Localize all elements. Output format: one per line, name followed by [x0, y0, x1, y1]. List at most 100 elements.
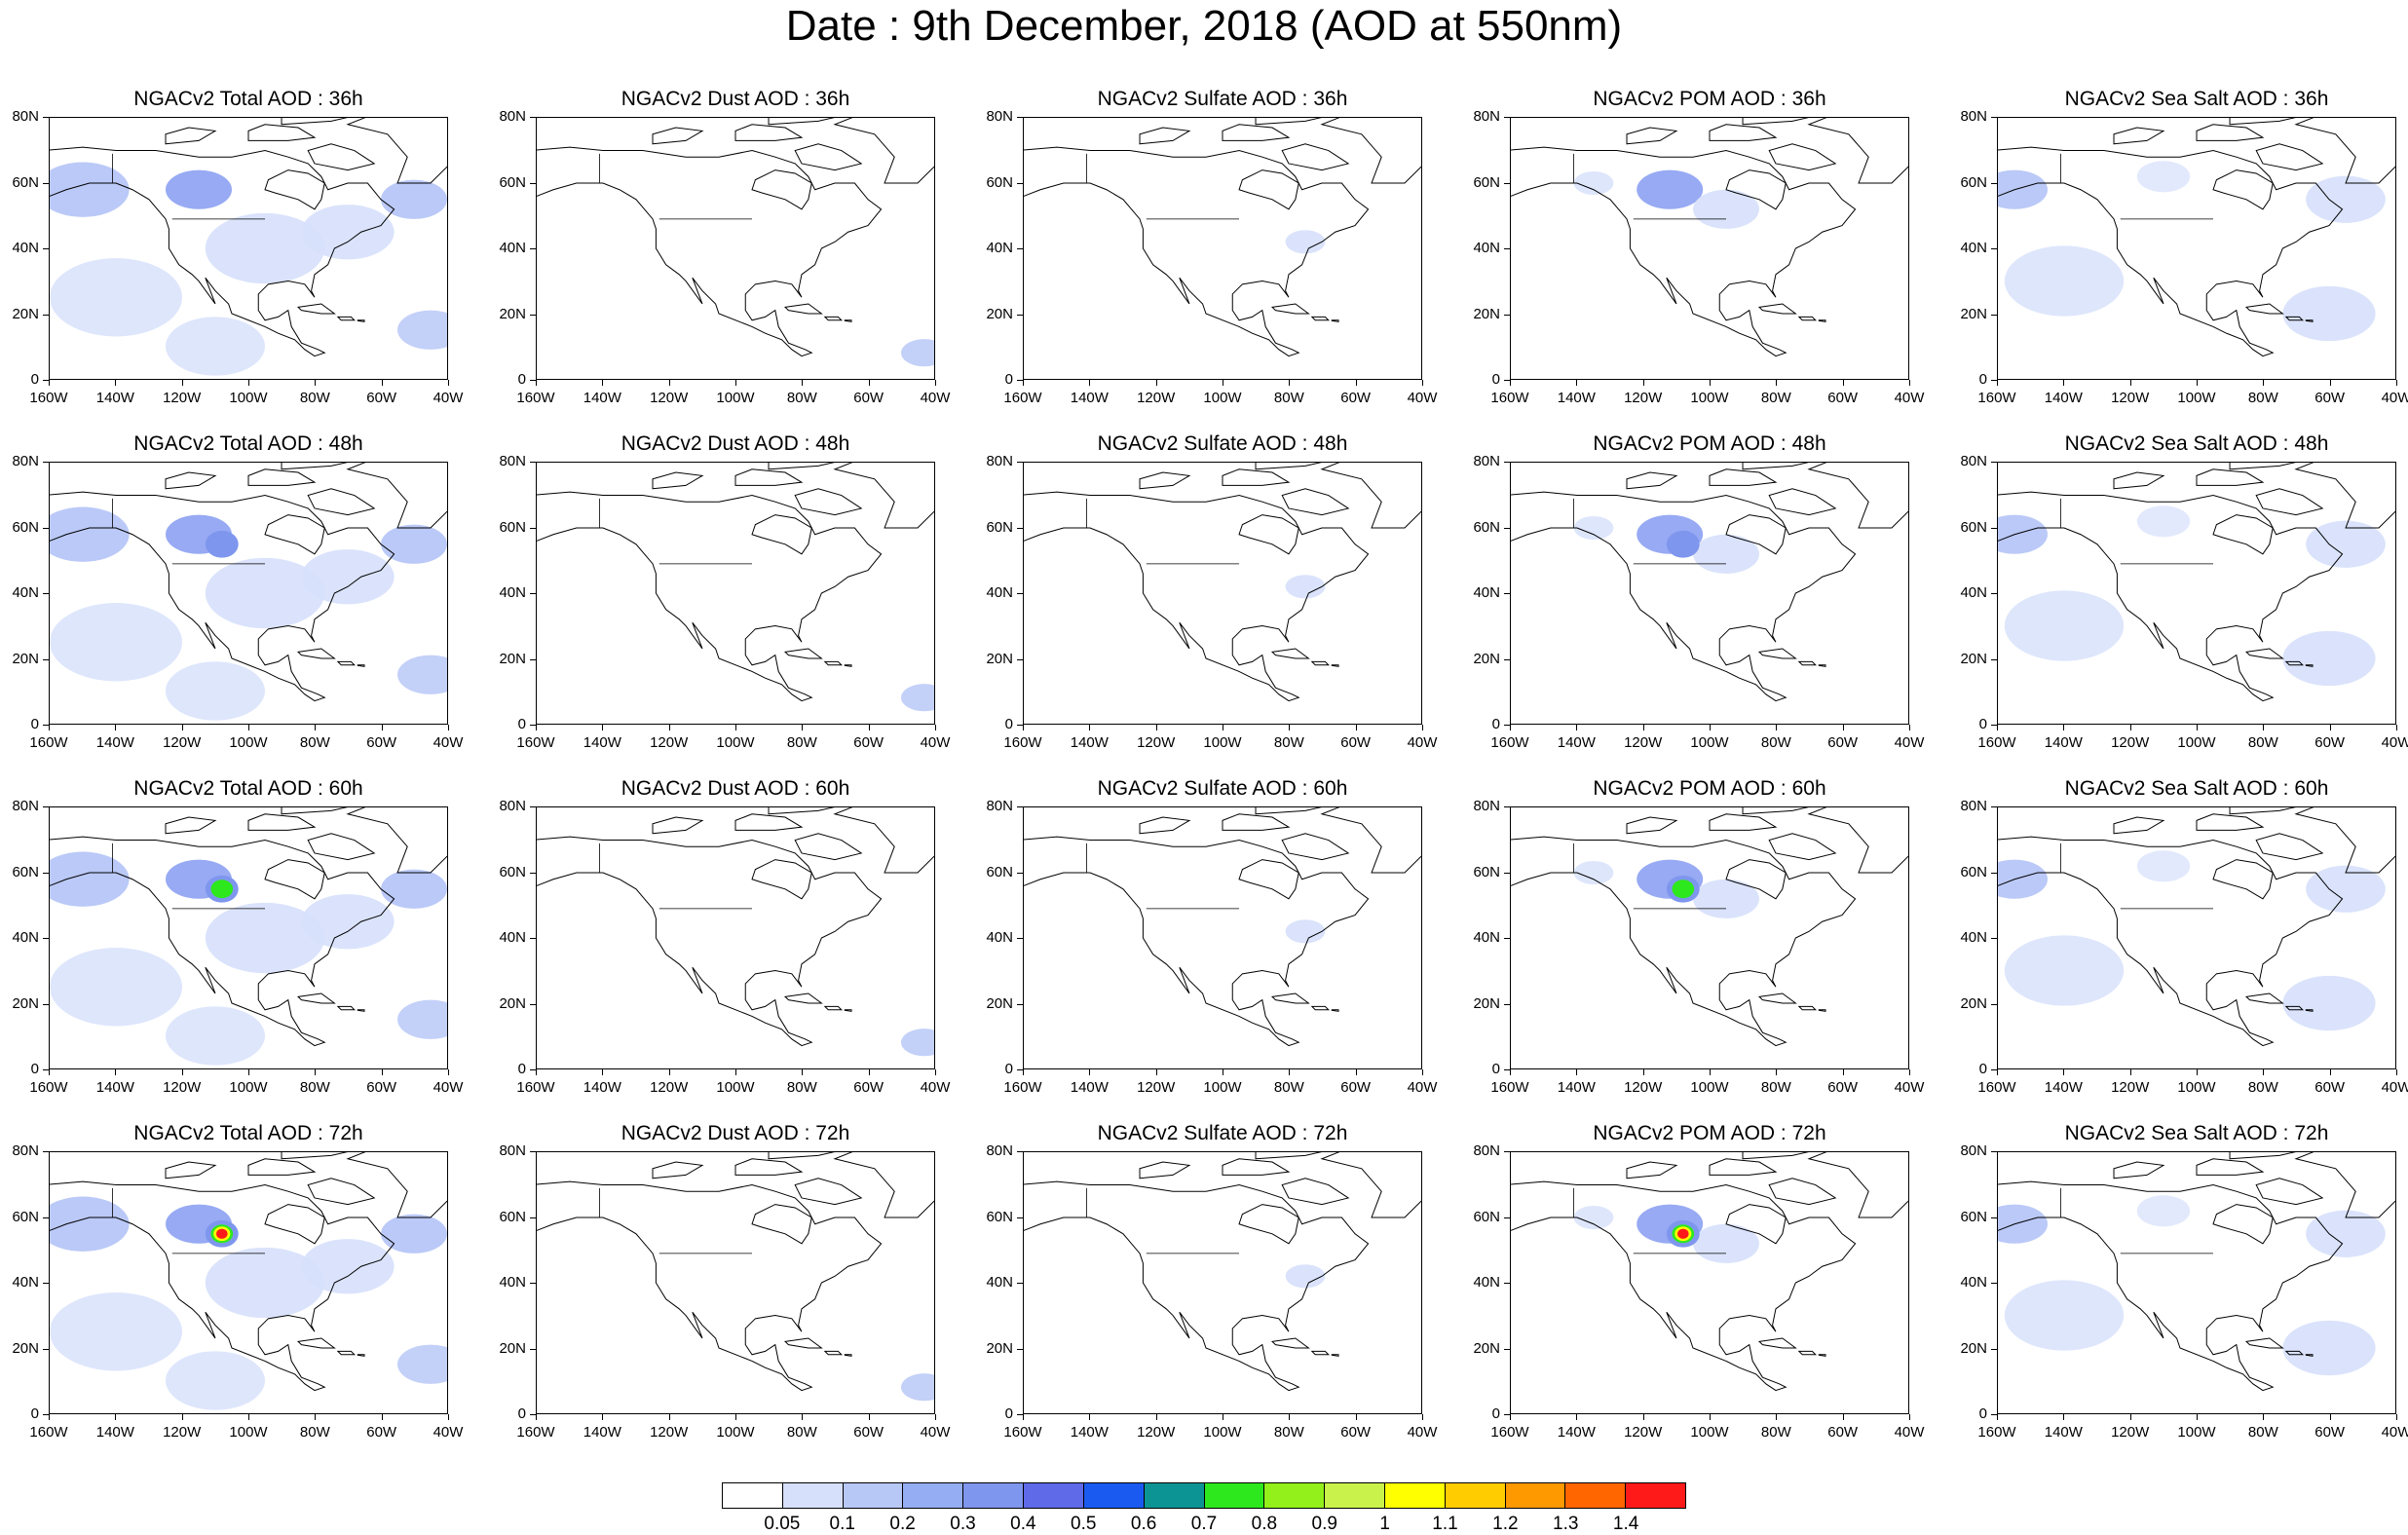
x-tick-label: 140W [2044, 734, 2083, 751]
x-tick [381, 725, 383, 730]
x-tick-label: 80W [1273, 734, 1304, 751]
coastline [296, 648, 336, 659]
y-tick [1017, 1003, 1023, 1005]
y-tick [530, 1348, 536, 1350]
y-tick [530, 380, 536, 381]
coastline [2284, 660, 2304, 666]
map-panel: NGACv2 Total AOD : 72h 80N 60N 40N 20N 0 160W 1… [0, 1122, 487, 1458]
colorbar-box [723, 1483, 783, 1508]
panel-title: NGACv2 Sea Salt AOD : 36h [2064, 88, 2329, 110]
x-tick [802, 725, 804, 730]
y-tick-label: 80N [1473, 1142, 1500, 1159]
y-tick [1504, 806, 1510, 807]
x-tick [2263, 1414, 2265, 1420]
x-tick [735, 380, 736, 386]
x-tick-label: 60W [1827, 390, 1859, 406]
x-tick [2129, 1069, 2131, 1075]
x-tick-label: 160W [1003, 734, 1042, 751]
x-tick [735, 1069, 736, 1075]
y-tick [1504, 182, 1510, 184]
coastline [1998, 1180, 2344, 1392]
y-tick [43, 658, 49, 660]
y-tick-label: 80N [499, 1142, 526, 1159]
y-tick-label: 20N [1960, 650, 1987, 667]
x-tick-label: 140W [1070, 390, 1109, 406]
colorbar-label: 1.2 [1492, 1514, 1519, 1534]
x-tick [2396, 725, 2397, 730]
x-tick-label: 60W [853, 390, 884, 406]
x-tick [668, 380, 670, 386]
coastline [1807, 118, 1908, 184]
x-tick [2063, 1069, 2065, 1075]
x-tick [2063, 1414, 2065, 1420]
coastline [751, 514, 812, 555]
y-tick-label: 40N [12, 240, 39, 256]
y-tick-label: 0 [1978, 371, 1987, 388]
x-tick [1355, 725, 1357, 730]
map-canvas [1511, 807, 1908, 1047]
national-border [599, 498, 752, 565]
y-tick [43, 380, 49, 381]
map-canvas [537, 1152, 934, 1402]
map-canvas [50, 807, 447, 1066]
colorbar-label: 0.9 [1311, 1514, 1337, 1534]
colorbar-box [1505, 1483, 1566, 1508]
national-border [1573, 153, 1726, 220]
y-tick [1991, 182, 1997, 184]
national-border [1086, 498, 1239, 565]
x-tick [1023, 1414, 1024, 1420]
coastline [844, 1354, 852, 1357]
coastline [1281, 833, 1350, 861]
x-tick-label: 160W [1977, 734, 2016, 751]
coastline [823, 316, 843, 321]
coastline [1807, 807, 1908, 874]
coastline [2305, 319, 2314, 322]
coastline [768, 118, 835, 126]
x-tick [1776, 380, 1778, 386]
x-tick-label: 160W [516, 1424, 555, 1441]
coastline [2244, 1337, 2284, 1349]
coastline [1807, 1152, 1908, 1218]
aod-region [2004, 245, 2125, 317]
y-tick [1504, 1217, 1510, 1218]
coastline [1709, 124, 1778, 141]
x-tick-label: 140W [583, 1079, 621, 1096]
x-tick-label: 140W [95, 1079, 134, 1096]
coastline [537, 836, 883, 1047]
coastline [1320, 1152, 1421, 1218]
coastline [537, 491, 883, 702]
colorbar-label: 1.1 [1432, 1514, 1458, 1534]
coastline [1818, 664, 1826, 667]
y-tick-label: 20N [986, 1339, 1013, 1357]
coastline [823, 1005, 843, 1011]
y-tick [530, 462, 536, 463]
y-tick [1991, 1414, 1997, 1415]
x-tick [1909, 725, 1910, 730]
map-panel: NGACv2 POM AOD : 72h 80N 60N 40N 20N 0 160W 140… [1461, 1122, 1948, 1458]
y-tick [530, 725, 536, 726]
y-tick-label: 60N [986, 1208, 1013, 1225]
y-tick [43, 314, 49, 316]
aod-region [1637, 169, 1704, 209]
x-tick [1842, 1069, 1844, 1075]
y-tick-label: 40N [499, 1274, 526, 1291]
x-tick [2263, 725, 2265, 730]
coastline [281, 118, 348, 126]
y-tick-label: 20N [1960, 994, 1987, 1012]
x-tick [1289, 1414, 1291, 1420]
coastline [296, 992, 336, 1004]
colorbar-box [1144, 1483, 1205, 1508]
y-tick [43, 725, 49, 726]
map-panel: NGACv2 Dust AOD : 36h 80N 60N 40N 20N 0 160W 14… [487, 88, 974, 424]
coastline [165, 471, 217, 490]
y-tick [1504, 462, 1510, 463]
y-tick [1504, 527, 1510, 529]
y-tick-label: 0 [1978, 1061, 1987, 1077]
x-tick-label: 140W [95, 1424, 134, 1441]
smoke-hotspot [205, 530, 239, 558]
colorbar-box [963, 1483, 1025, 1508]
y-tick-label: 0 [517, 1061, 526, 1077]
coastline [1511, 836, 1857, 1047]
coastline [2113, 816, 2165, 835]
x-tick-label: 120W [1624, 1079, 1663, 1096]
